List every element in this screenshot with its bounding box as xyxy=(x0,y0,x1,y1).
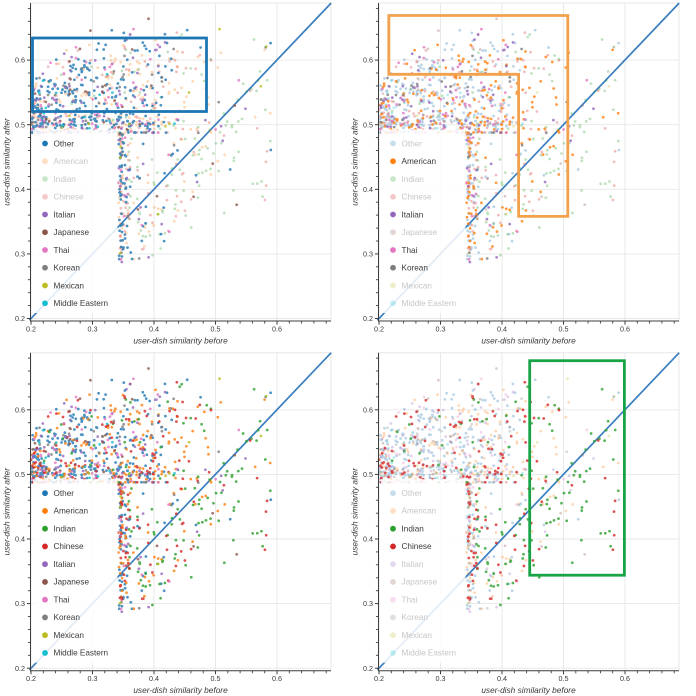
svg-text:Indian: Indian xyxy=(54,525,77,534)
svg-text:Thai: Thai xyxy=(54,246,70,255)
svg-text:Chinese: Chinese xyxy=(54,542,84,551)
svg-text:0.2: 0.2 xyxy=(374,674,384,683)
svg-text:0.5: 0.5 xyxy=(15,120,25,129)
svg-text:Mexican: Mexican xyxy=(402,631,433,640)
svg-text:Chinese: Chinese xyxy=(402,542,432,551)
svg-text:0.2: 0.2 xyxy=(363,314,373,323)
svg-text:0.4: 0.4 xyxy=(15,185,25,194)
svg-text:user-dish similarity before: user-dish similarity before xyxy=(133,336,228,346)
svg-text:Other: Other xyxy=(402,489,423,498)
svg-text:0.4: 0.4 xyxy=(149,674,159,683)
svg-text:0.6: 0.6 xyxy=(272,325,282,334)
svg-text:0.4: 0.4 xyxy=(363,535,373,544)
svg-text:0.5: 0.5 xyxy=(211,325,221,334)
svg-text:0.4: 0.4 xyxy=(149,325,159,334)
svg-text:Thai: Thai xyxy=(54,596,70,605)
svg-text:Korean: Korean xyxy=(54,264,81,273)
svg-text:Middle Eastern: Middle Eastern xyxy=(402,649,457,658)
svg-text:American: American xyxy=(54,507,89,516)
svg-text:0.2: 0.2 xyxy=(26,674,36,683)
svg-text:Korean: Korean xyxy=(402,613,429,622)
svg-text:Japanese: Japanese xyxy=(402,578,438,587)
svg-text:Thai: Thai xyxy=(402,596,418,605)
svg-text:0.4: 0.4 xyxy=(497,674,507,683)
svg-text:0.3: 0.3 xyxy=(363,250,373,259)
svg-text:user-dish similarity before: user-dish similarity before xyxy=(133,685,228,695)
svg-text:0.3: 0.3 xyxy=(15,599,25,608)
svg-text:0.2: 0.2 xyxy=(26,325,36,334)
svg-text:0.6: 0.6 xyxy=(363,56,373,65)
svg-text:user-dish similarity after: user-dish similarity after xyxy=(350,467,360,556)
svg-text:0.6: 0.6 xyxy=(620,674,630,683)
svg-text:user-dish similarity after: user-dish similarity after xyxy=(2,467,12,556)
svg-text:Middle Eastern: Middle Eastern xyxy=(54,649,109,658)
svg-text:0.5: 0.5 xyxy=(363,120,373,129)
svg-text:0.4: 0.4 xyxy=(497,325,507,334)
svg-text:Middle Eastern: Middle Eastern xyxy=(402,299,457,308)
svg-text:Mexican: Mexican xyxy=(54,631,85,640)
svg-text:0.3: 0.3 xyxy=(15,250,25,259)
svg-text:user-dish similarity after: user-dish similarity after xyxy=(2,117,12,206)
svg-text:0.5: 0.5 xyxy=(559,674,569,683)
svg-text:0.3: 0.3 xyxy=(436,674,446,683)
svg-text:Japanese: Japanese xyxy=(402,228,438,237)
svg-text:Other: Other xyxy=(402,139,423,148)
svg-text:0.5: 0.5 xyxy=(363,470,373,479)
svg-text:0.2: 0.2 xyxy=(363,664,373,673)
svg-text:0.2: 0.2 xyxy=(374,325,384,334)
svg-text:Other: Other xyxy=(54,489,75,498)
svg-text:user-dish similarity before: user-dish similarity before xyxy=(481,336,576,346)
svg-text:Chinese: Chinese xyxy=(402,193,432,202)
svg-text:Indian: Indian xyxy=(402,175,425,184)
svg-text:Italian: Italian xyxy=(54,210,76,219)
svg-text:0.6: 0.6 xyxy=(272,674,282,683)
svg-text:0.6: 0.6 xyxy=(363,405,373,414)
svg-text:Italian: Italian xyxy=(402,560,424,569)
svg-text:0.3: 0.3 xyxy=(363,599,373,608)
svg-text:American: American xyxy=(54,157,89,166)
svg-text:user-dish similarity before: user-dish similarity before xyxy=(481,685,576,695)
svg-text:user-dish similarity after: user-dish similarity after xyxy=(350,117,360,206)
svg-text:0.3: 0.3 xyxy=(436,325,446,334)
svg-text:0.5: 0.5 xyxy=(211,674,221,683)
svg-text:Mexican: Mexican xyxy=(402,281,433,290)
svg-text:Japanese: Japanese xyxy=(54,228,90,237)
svg-text:0.6: 0.6 xyxy=(620,325,630,334)
svg-text:0.5: 0.5 xyxy=(15,470,25,479)
svg-text:American: American xyxy=(402,507,437,516)
svg-text:Middle Eastern: Middle Eastern xyxy=(54,299,109,308)
svg-text:Other: Other xyxy=(54,139,75,148)
svg-text:0.2: 0.2 xyxy=(15,314,25,323)
svg-text:Korean: Korean xyxy=(54,613,81,622)
svg-text:0.2: 0.2 xyxy=(15,664,25,673)
svg-text:0.3: 0.3 xyxy=(88,674,98,683)
svg-text:0.6: 0.6 xyxy=(15,56,25,65)
svg-text:Italian: Italian xyxy=(402,210,424,219)
svg-text:0.5: 0.5 xyxy=(559,325,569,334)
svg-text:0.6: 0.6 xyxy=(15,405,25,414)
svg-text:0.4: 0.4 xyxy=(15,535,25,544)
svg-text:Italian: Italian xyxy=(54,560,76,569)
svg-text:Japanese: Japanese xyxy=(54,578,90,587)
svg-text:Thai: Thai xyxy=(402,246,418,255)
svg-text:Korean: Korean xyxy=(402,264,429,273)
svg-text:Chinese: Chinese xyxy=(54,193,84,202)
svg-text:Mexican: Mexican xyxy=(54,281,85,290)
svg-text:American: American xyxy=(402,157,437,166)
svg-text:0.4: 0.4 xyxy=(363,185,373,194)
svg-text:0.3: 0.3 xyxy=(88,325,98,334)
svg-text:Indian: Indian xyxy=(54,175,77,184)
svg-text:Indian: Indian xyxy=(402,525,425,534)
